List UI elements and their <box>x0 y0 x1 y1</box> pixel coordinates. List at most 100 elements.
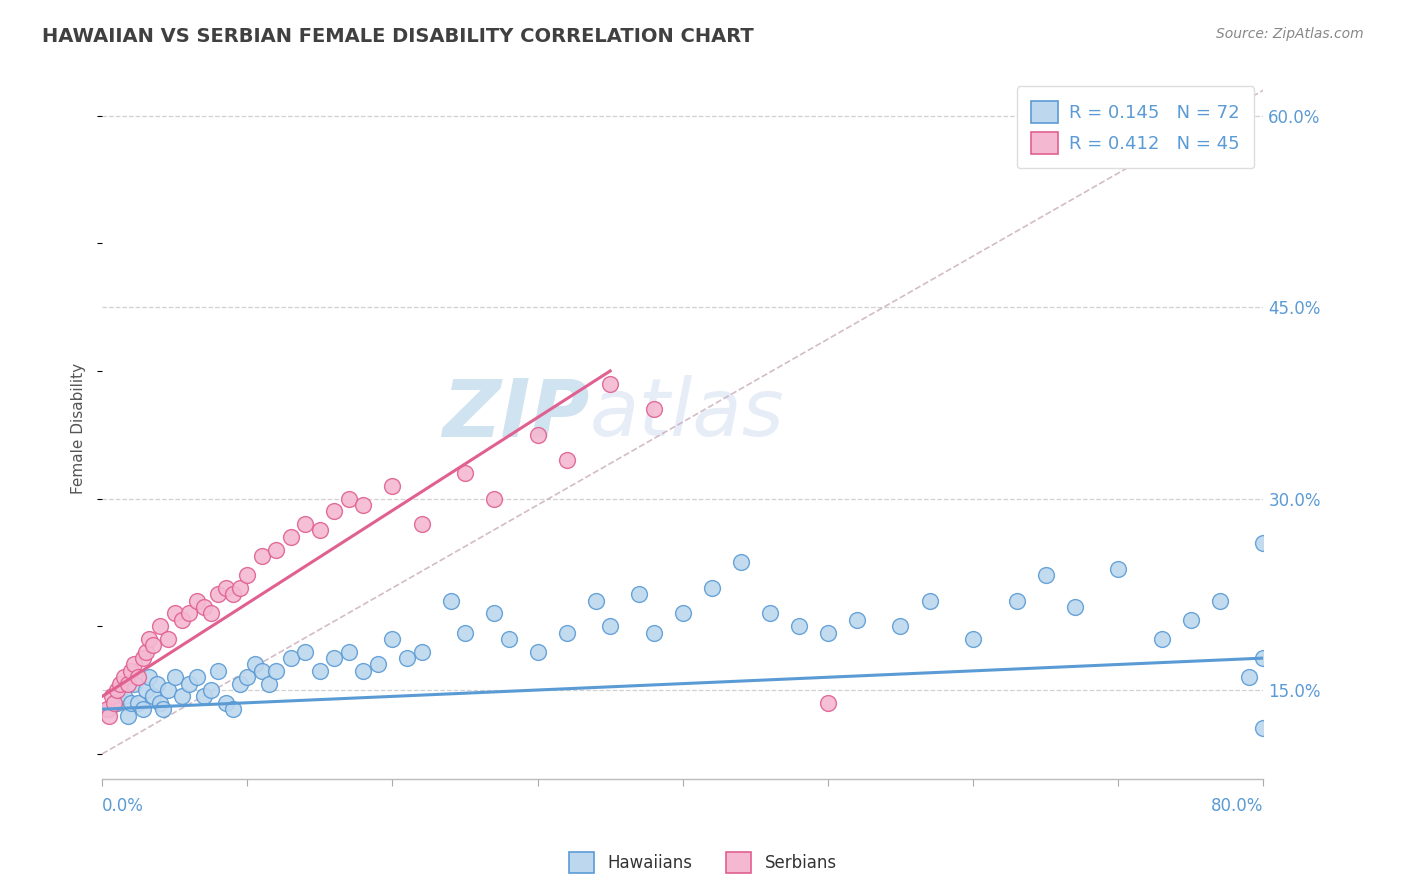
Point <box>117 676 139 690</box>
Point <box>222 587 245 601</box>
Point <box>214 581 236 595</box>
Point <box>156 632 179 646</box>
Point <box>229 676 252 690</box>
Point <box>555 453 578 467</box>
Point <box>889 619 911 633</box>
Legend: R = 0.145   N = 72, R = 0.412   N = 45: R = 0.145 N = 72, R = 0.412 N = 45 <box>1017 87 1254 169</box>
Point <box>236 670 259 684</box>
Point <box>599 376 621 391</box>
Text: 0.0%: 0.0% <box>103 797 143 815</box>
Point <box>128 696 150 710</box>
Point <box>280 651 302 665</box>
Point <box>1237 670 1260 684</box>
Point <box>170 613 193 627</box>
Point <box>200 683 222 698</box>
Point <box>411 517 433 532</box>
Point <box>138 632 160 646</box>
Point <box>1209 593 1232 607</box>
Point <box>257 676 280 690</box>
Point <box>1253 721 1275 735</box>
Point <box>381 479 404 493</box>
Point <box>845 613 868 627</box>
Point <box>132 702 155 716</box>
Point <box>250 549 273 563</box>
Point <box>1253 536 1275 550</box>
Point <box>643 402 665 417</box>
Point <box>526 645 548 659</box>
Point <box>353 664 375 678</box>
Point <box>482 491 505 506</box>
Point <box>700 581 723 595</box>
Point <box>179 607 201 621</box>
Point <box>163 607 186 621</box>
Point <box>207 587 229 601</box>
Point <box>730 555 752 569</box>
Point <box>337 491 360 506</box>
Point <box>439 593 461 607</box>
Point <box>163 670 186 684</box>
Point <box>186 593 208 607</box>
Point <box>787 619 810 633</box>
Point <box>323 651 346 665</box>
Point <box>179 676 201 690</box>
Point <box>1253 651 1275 665</box>
Point <box>122 676 145 690</box>
Point <box>454 466 477 480</box>
Point <box>149 619 172 633</box>
Point <box>101 690 124 704</box>
Point <box>243 657 266 672</box>
Point <box>962 632 984 646</box>
Point <box>207 664 229 678</box>
Point <box>367 657 389 672</box>
Point <box>309 524 332 538</box>
Text: HAWAIIAN VS SERBIAN FEMALE DISABILITY CORRELATION CHART: HAWAIIAN VS SERBIAN FEMALE DISABILITY CO… <box>42 27 754 45</box>
Point <box>170 690 193 704</box>
Point <box>142 638 165 652</box>
Point <box>1107 562 1129 576</box>
Point <box>98 702 121 716</box>
Point <box>112 670 135 684</box>
Point <box>294 645 316 659</box>
Point <box>128 670 150 684</box>
Point <box>108 683 131 698</box>
Legend: Hawaiians, Serbians: Hawaiians, Serbians <box>562 846 844 880</box>
Point <box>482 607 505 621</box>
Point <box>236 568 259 582</box>
Point <box>280 530 302 544</box>
Point <box>628 587 651 601</box>
Point <box>135 645 157 659</box>
Point <box>122 657 145 672</box>
Point <box>266 664 288 678</box>
Point <box>156 683 179 698</box>
Point <box>103 696 125 710</box>
Point <box>266 542 288 557</box>
Point <box>200 607 222 621</box>
Point <box>337 645 360 659</box>
Point <box>229 581 252 595</box>
Point <box>250 664 273 678</box>
Point <box>294 517 316 532</box>
Point <box>1005 593 1028 607</box>
Point <box>135 683 157 698</box>
Point <box>142 690 165 704</box>
Point <box>117 708 139 723</box>
Point <box>323 504 346 518</box>
Point <box>1063 600 1085 615</box>
Point <box>138 670 160 684</box>
Point <box>672 607 695 621</box>
Point <box>395 651 418 665</box>
Point <box>149 696 172 710</box>
Point <box>309 664 332 678</box>
Point <box>759 607 782 621</box>
Point <box>120 696 142 710</box>
Point <box>643 625 665 640</box>
Y-axis label: Female Disability: Female Disability <box>72 363 86 494</box>
Text: ZIP: ZIP <box>443 376 591 453</box>
Point <box>599 619 621 633</box>
Point <box>817 625 839 640</box>
Point <box>498 632 520 646</box>
Point <box>214 696 236 710</box>
Point <box>222 702 245 716</box>
Point <box>381 632 404 646</box>
Point <box>98 708 121 723</box>
